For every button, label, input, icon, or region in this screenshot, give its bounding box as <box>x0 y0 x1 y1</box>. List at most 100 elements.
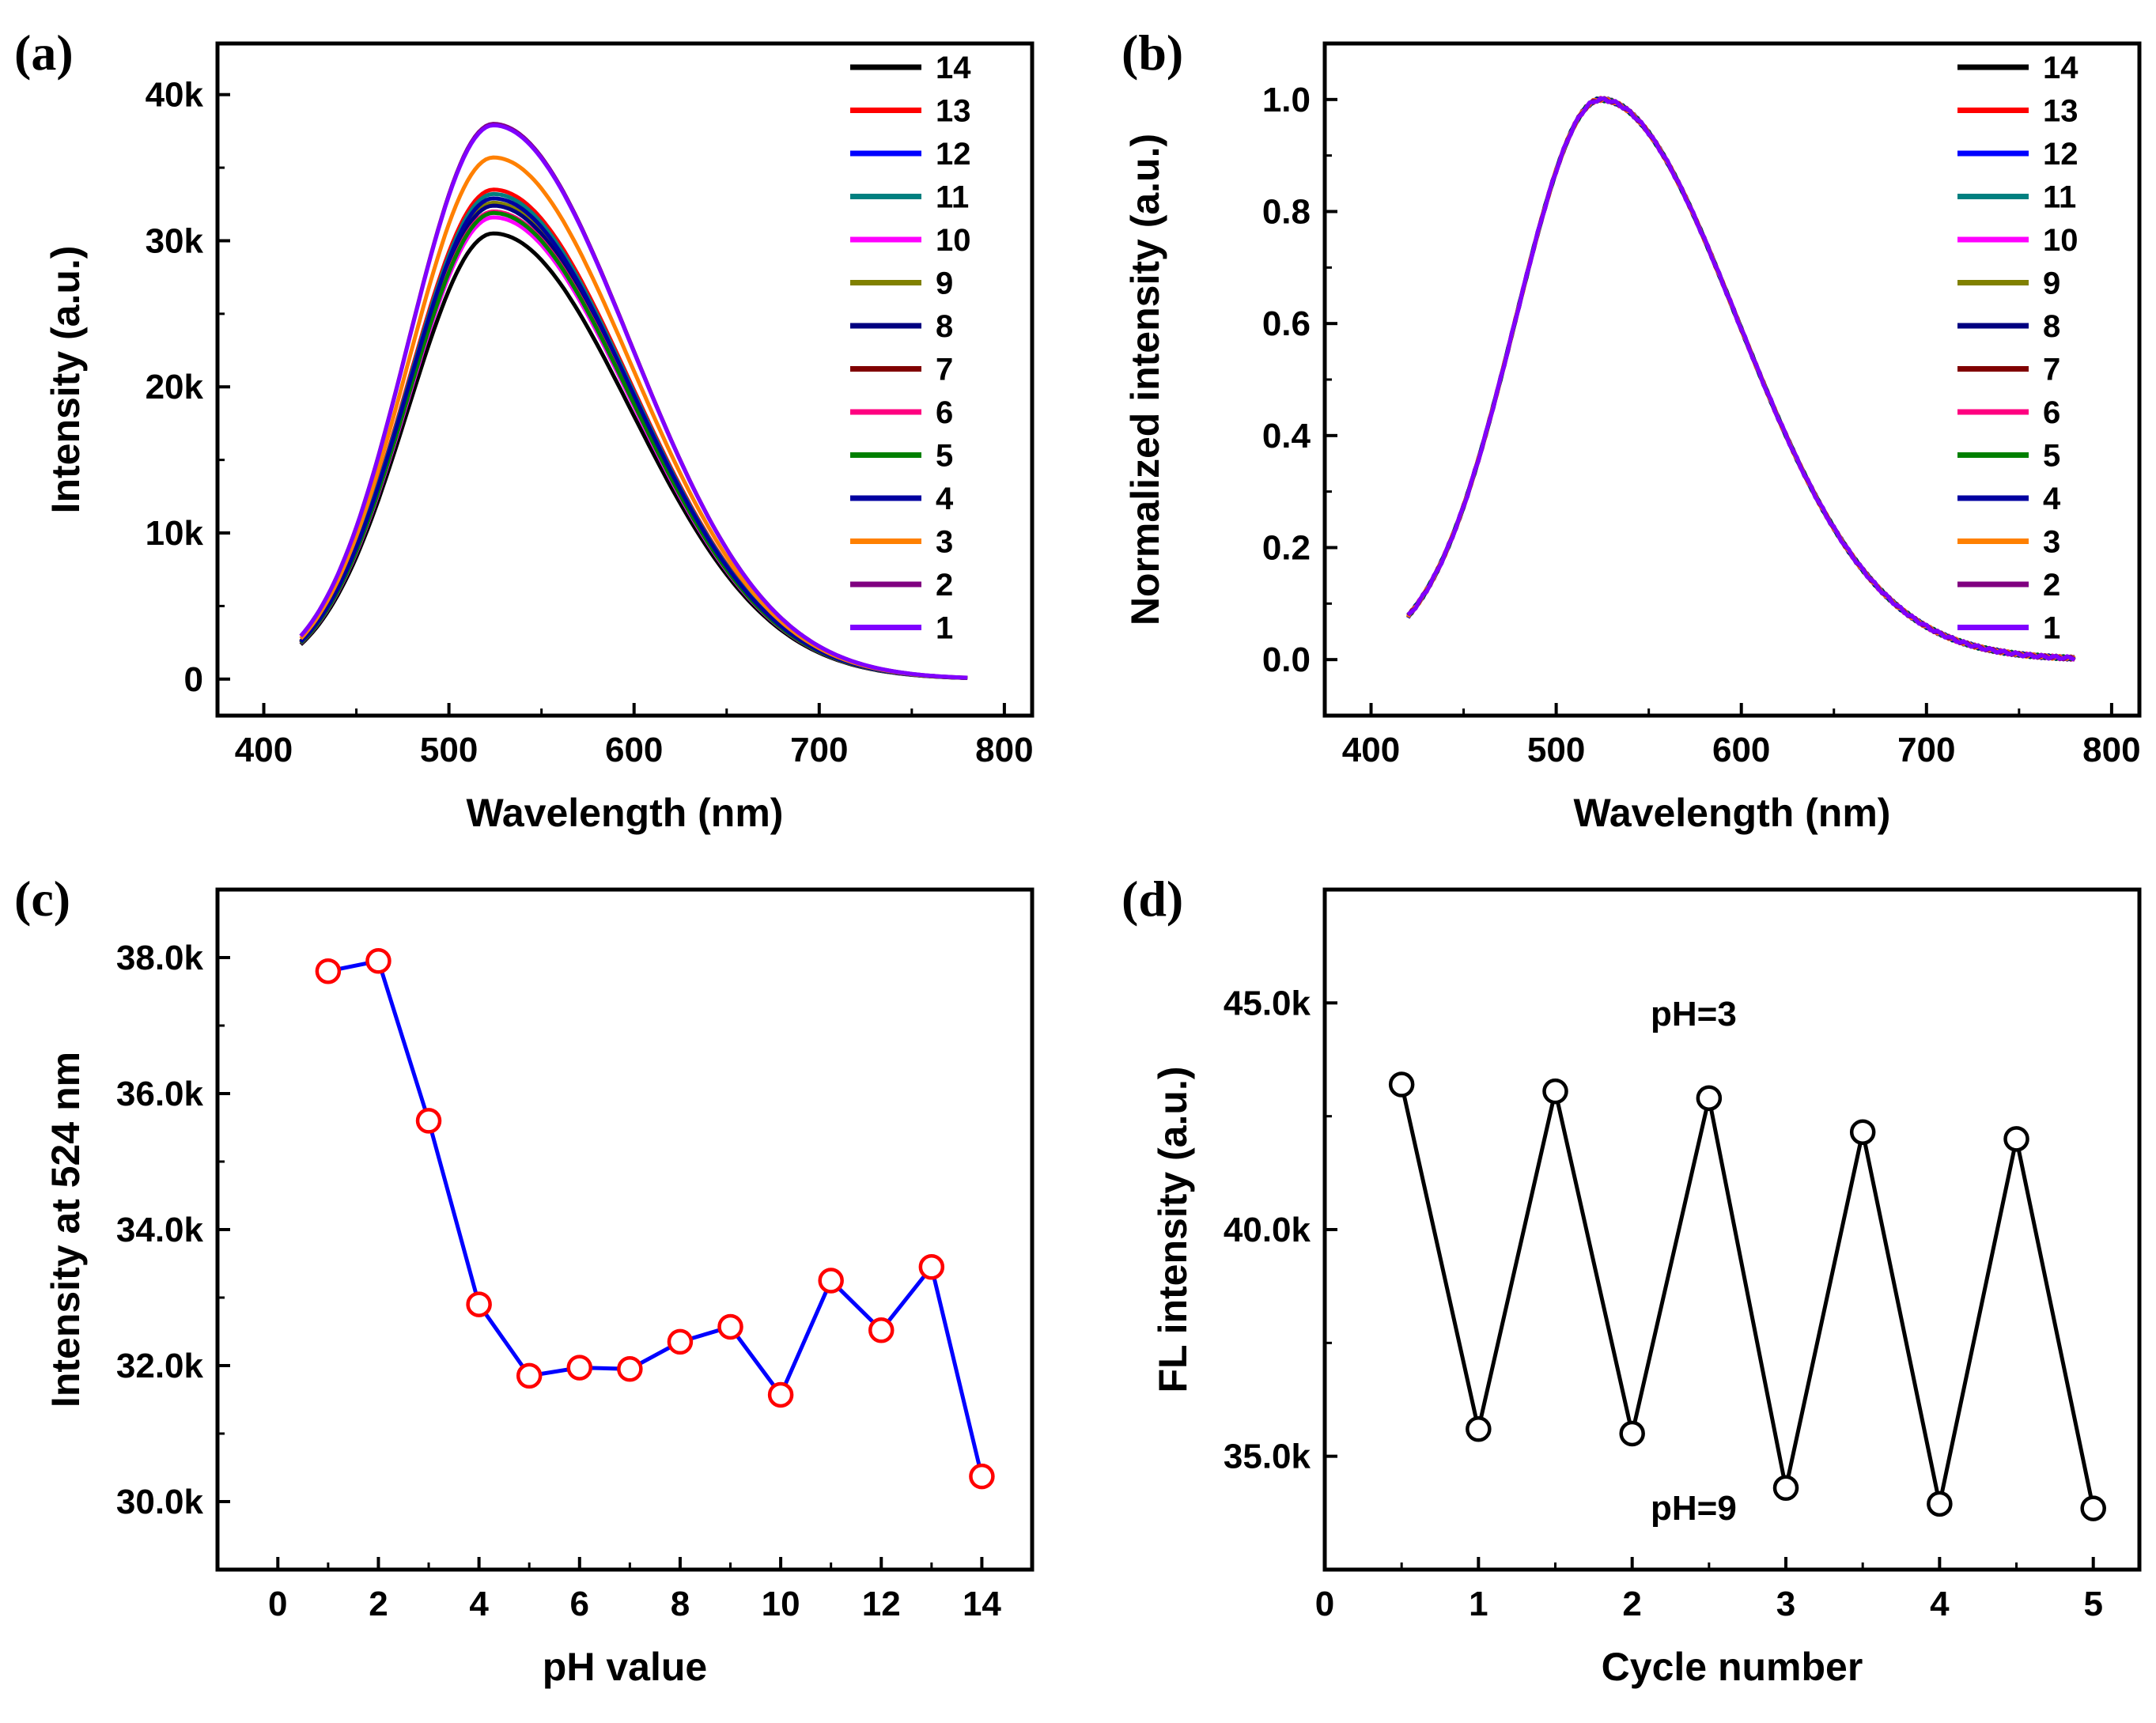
legend-label: 1 <box>936 611 953 646</box>
legend-label: 6 <box>2043 395 2060 430</box>
series-line-10 <box>299 215 968 680</box>
legend-label: 13 <box>936 94 971 129</box>
x-tick-label: 6 <box>570 1585 589 1623</box>
panel-label: (b) <box>1121 25 1183 81</box>
y-tick-label: 30.0k <box>116 1483 204 1521</box>
data-point <box>1466 1416 1492 1442</box>
annotation: pH=3 <box>1651 995 1737 1033</box>
legend-label: 8 <box>936 309 953 344</box>
series-line-2 <box>1406 96 2076 662</box>
legend-label: 3 <box>936 525 953 560</box>
series-line-3 <box>1406 96 2076 661</box>
series-line-11 <box>1406 96 2076 662</box>
x-tick-label: 500 <box>420 731 478 769</box>
series-line-7 <box>1407 96 2075 662</box>
plot-frame <box>1322 887 2142 1572</box>
panel-label: (a) <box>14 25 74 81</box>
data-point <box>2080 1495 2106 1521</box>
x-axis-label: Wavelength (nm) <box>1574 791 1891 835</box>
x-tick-label: 600 <box>1712 731 1770 769</box>
x-tick-label: 0 <box>268 1585 287 1623</box>
data-point <box>617 1356 643 1382</box>
legend-label: 12 <box>2043 137 2078 172</box>
data-point <box>1619 1420 1645 1447</box>
x-axis-label: Cycle number <box>1602 1645 1863 1689</box>
y-tick-label: 35.0k <box>1224 1438 1311 1476</box>
y-tick-label: 1.0 <box>1262 81 1311 119</box>
legend-label: 4 <box>936 482 954 516</box>
data-point <box>818 1268 844 1294</box>
panel-label: (c) <box>14 871 70 927</box>
y-tick-label: 0.0 <box>1262 640 1311 679</box>
legend-label: 11 <box>2043 180 2076 215</box>
data-point <box>1388 1071 1415 1098</box>
chart-panel-d: (d) 0 1 2 3 4 5 35.0k 40.0k 45.0k Cycle number FL i… <box>1121 871 2142 1689</box>
legend-label: 5 <box>936 439 953 474</box>
legend-label: 9 <box>2043 266 2060 301</box>
series-line <box>1399 1083 2096 1510</box>
series-line <box>327 958 984 1477</box>
y-tick-label: 45.0k <box>1224 984 1311 1022</box>
x-tick-label: 600 <box>605 731 663 769</box>
data-point <box>969 1463 995 1490</box>
plot-frame <box>215 887 1035 1572</box>
legend-label: 14 <box>936 51 971 85</box>
x-tick-label: 500 <box>1527 731 1585 769</box>
data-point <box>667 1328 694 1355</box>
y-tick-label: 0.8 <box>1262 193 1311 232</box>
legend-label: 4 <box>2043 482 2061 516</box>
y-axis-label: Intensity at 524 nm <box>43 1052 88 1407</box>
x-tick-label: 14 <box>963 1585 1001 1623</box>
legend-label: 2 <box>2043 568 2060 603</box>
x-axis-label: pH value <box>543 1645 707 1689</box>
y-tick-label: 0 <box>184 660 203 699</box>
y-tick-label: 20k <box>146 368 204 406</box>
series-line-8 <box>299 203 968 680</box>
data-point <box>466 1291 492 1317</box>
data-point <box>767 1381 794 1408</box>
x-tick-label: 8 <box>671 1585 690 1623</box>
series-line-1 <box>1406 96 2076 662</box>
x-tick-label: 4 <box>469 1585 489 1623</box>
data-point <box>1927 1491 1953 1517</box>
legend-label: 2 <box>936 568 953 603</box>
data-point <box>516 1362 543 1389</box>
legend-label: 5 <box>2043 439 2060 474</box>
legend-label: 7 <box>2043 353 2060 387</box>
legend-label: 6 <box>936 395 953 430</box>
data-point <box>315 958 342 984</box>
series-line-9 <box>1406 96 2076 662</box>
series-line-10 <box>1406 96 2075 662</box>
y-tick-label: 40k <box>146 76 204 115</box>
series-line-9 <box>299 200 968 680</box>
legend-label: 10 <box>2043 223 2078 258</box>
y-tick-label: 0.4 <box>1262 417 1311 455</box>
series-line-5 <box>1406 96 2076 662</box>
series-line-4 <box>1406 96 2075 662</box>
y-tick-label: 36.0k <box>116 1075 204 1113</box>
x-tick-label: 800 <box>2082 731 2140 769</box>
data-point <box>365 948 391 974</box>
data-point <box>566 1355 593 1381</box>
x-tick-label: 10 <box>762 1585 800 1623</box>
legend-label: 8 <box>2043 309 2060 344</box>
data-point <box>1696 1085 1723 1111</box>
data-point <box>918 1254 945 1280</box>
legend-label: 9 <box>936 266 953 301</box>
x-tick-label: 1 <box>1469 1585 1488 1623</box>
legend-label: 13 <box>2043 94 2078 129</box>
x-tick-label: 5 <box>2083 1585 2102 1623</box>
chart-panel-b: (b) 400 500 600 700 800 0.0 0.2 0.4 0.6 0.8 1.0 Wave… <box>1121 25 2142 835</box>
x-tick-label: 700 <box>790 731 848 769</box>
chart-panel-c: (c) 0 2 4 6 8 10 12 14 30.0k 32.0k 34.0k 36.0k 38.0k p… <box>14 871 1035 1689</box>
plot-area <box>315 948 995 1490</box>
x-tick-label: 2 <box>1622 1585 1641 1623</box>
y-tick-label: 34.0k <box>116 1211 204 1249</box>
legend-label: 1 <box>2043 611 2060 646</box>
legend-label: 14 <box>2043 51 2078 85</box>
x-tick-label: 2 <box>369 1585 388 1623</box>
data-point <box>868 1317 895 1343</box>
y-axis-label: FL intensity (a.u.) <box>1151 1067 1195 1393</box>
y-tick-label: 32.0k <box>116 1347 204 1385</box>
plot-frame <box>215 41 1035 718</box>
